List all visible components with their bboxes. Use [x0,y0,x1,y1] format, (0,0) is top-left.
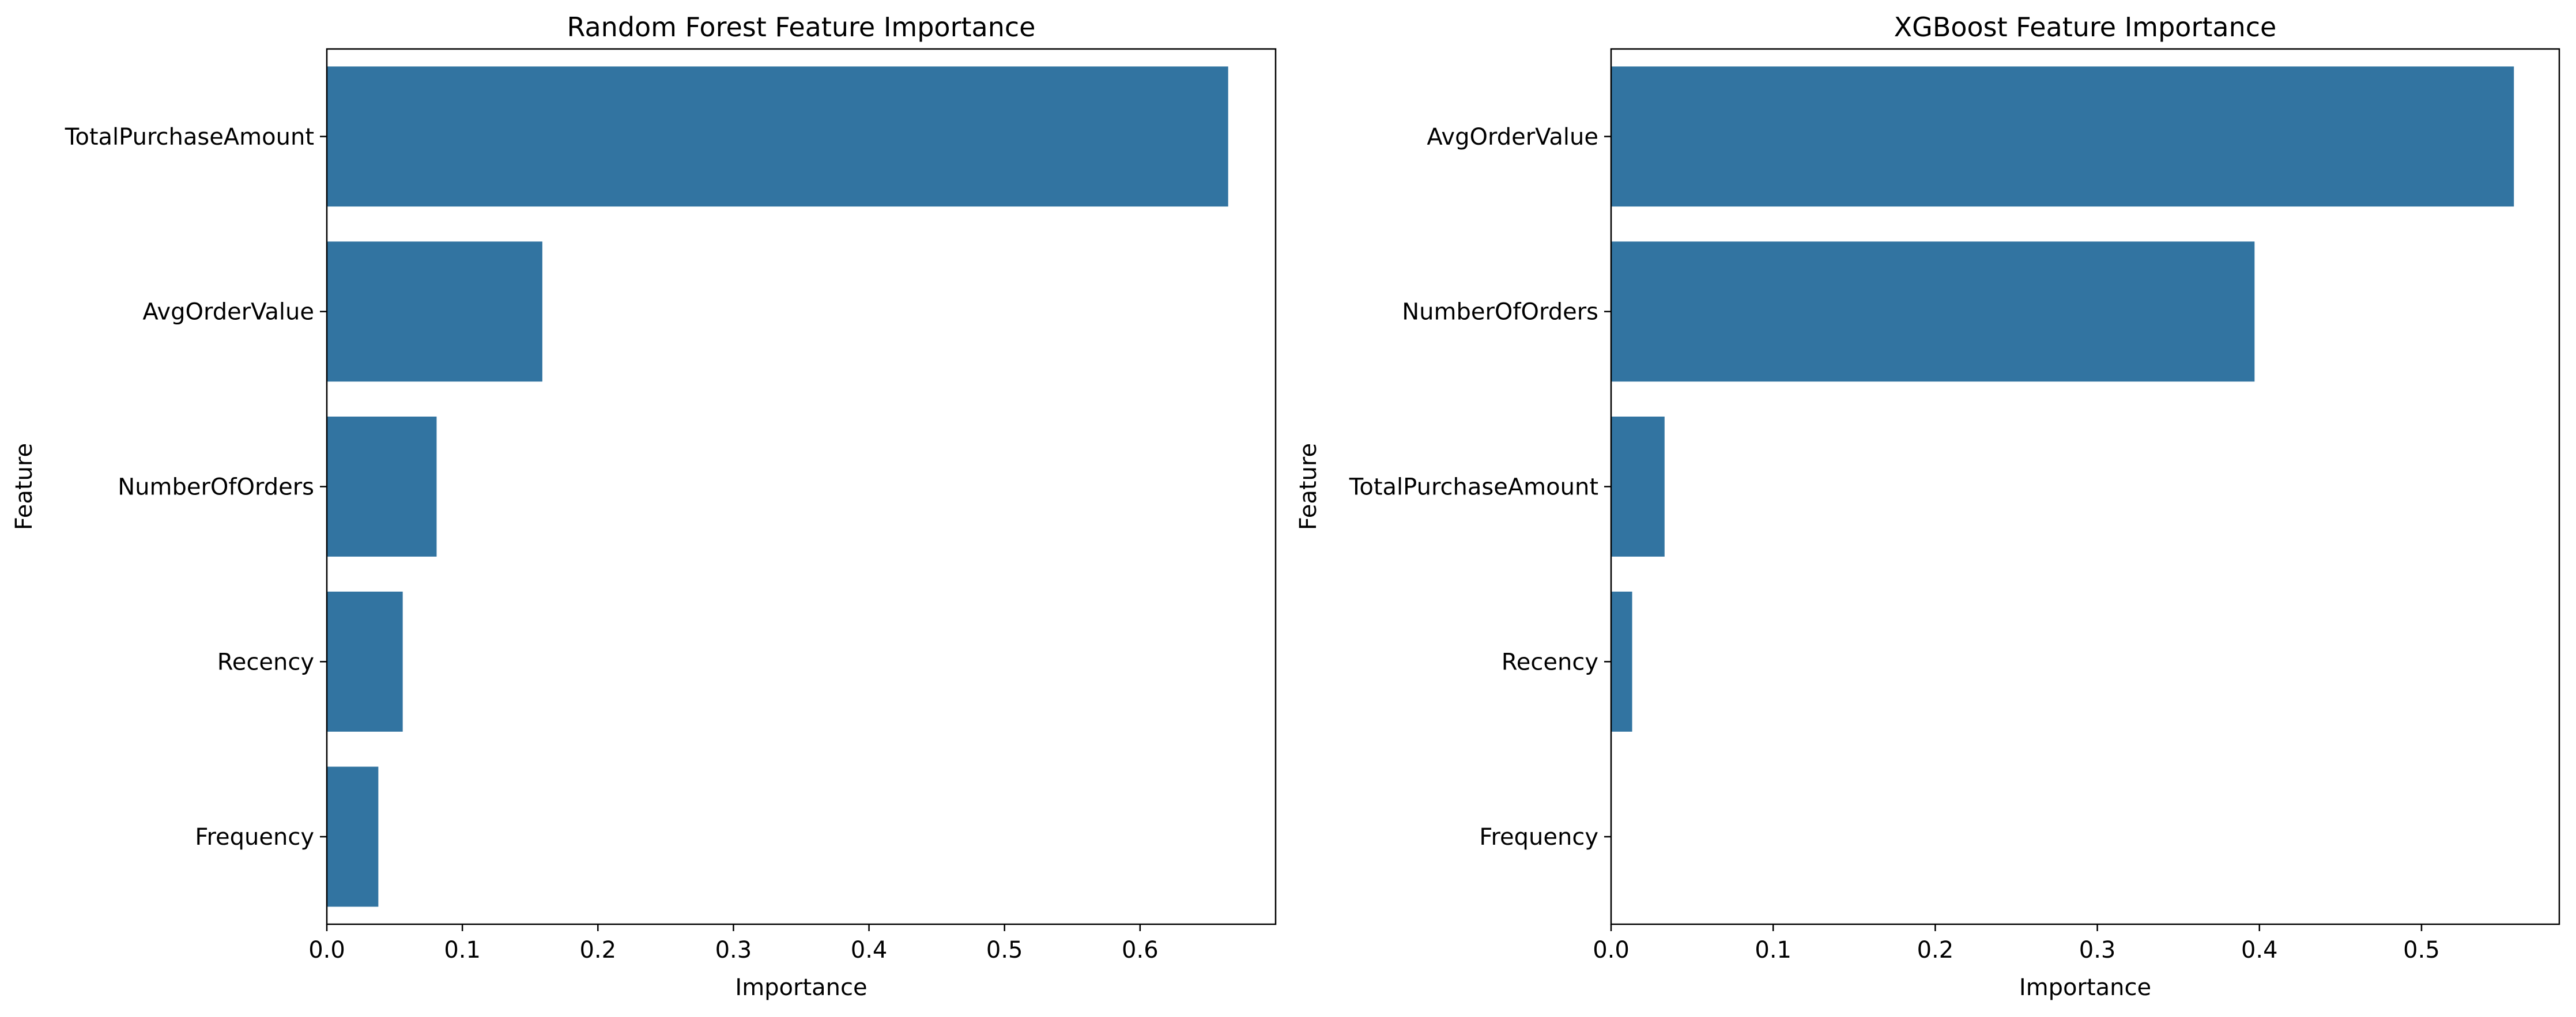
chart-title: XGBoost Feature Importance [1894,12,2277,43]
bar-numberoforders [1611,241,2255,382]
x-axis-label: Importance [735,974,867,1001]
y-axis-label: Feature [1295,443,1322,530]
x-tick-label: 0.3 [2079,937,2116,963]
x-tick-label: 0.5 [986,937,1023,963]
chart-random-forest: TotalPurchaseAmount AvgOrderValue NumberOf… [11,12,1277,1001]
bar-numberoforders [327,416,437,557]
x-tick-label: 0.0 [1593,937,1630,963]
x-tick-label: 0.1 [1755,937,1791,963]
y-tick-label: Recency [217,649,314,675]
x-axis-label: Importance [2019,974,2151,1001]
y-tick-label: TotalPurchaseAmount [65,124,314,150]
x-tick-label: 0.4 [851,937,888,963]
bar-totalpurchaseamount [327,66,1228,207]
bar-recency [1611,591,1632,732]
bar-frequency [327,766,379,907]
chart-title: Random Forest Feature Importance [567,12,1036,43]
x-tick-label: 0.0 [308,937,345,963]
y-tick-label: Frequency [195,824,314,850]
bar-avgordervalue [327,241,542,382]
x-tick-label: 0.1 [444,937,481,963]
y-tick-label: AvgOrderValue [142,299,314,326]
y-tick-label: NumberOfOrders [1402,299,1598,326]
chart-xgboost: AvgOrderValue NumberOfOrders TotalPurchase… [1295,12,2560,1001]
y-tick-label: AvgOrderValue [1427,124,1598,150]
x-tick-label: 0.2 [1917,937,1954,963]
x-tick-label: 0.6 [1122,937,1159,963]
bar-avgordervalue [1611,66,2514,207]
x-tick-label: 0.4 [2241,937,2278,963]
y-tick-label: Recency [1502,649,1598,675]
y-axis-label: Feature [11,443,37,530]
x-tick-label: 0.2 [579,937,616,963]
x-tick-label: 0.5 [2403,937,2440,963]
x-tick-label: 0.3 [715,937,752,963]
bar-totalpurchaseamount [1611,416,1665,557]
y-tick-label: Frequency [1479,824,1598,850]
y-tick-label: NumberOfOrders [118,474,314,501]
bar-recency [327,591,403,732]
y-tick-label: TotalPurchaseAmount [1349,474,1598,501]
